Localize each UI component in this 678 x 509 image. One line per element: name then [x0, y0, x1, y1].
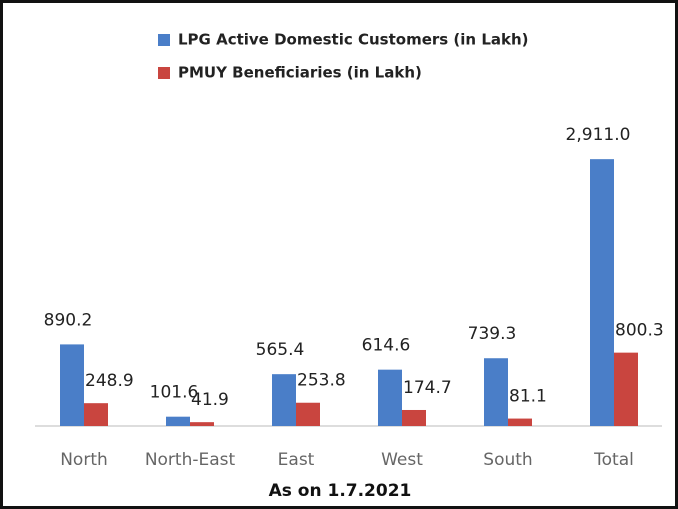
data-label: 614.6	[362, 336, 411, 356]
bar	[484, 358, 508, 426]
x-tick-label: West	[381, 450, 423, 470]
bar	[84, 403, 108, 426]
bar	[614, 352, 638, 426]
bar	[378, 369, 402, 426]
bar	[272, 374, 296, 426]
x-tick-label: North-East	[145, 450, 236, 470]
legend-label: PMUY Beneficiaries (in Lakh)	[178, 64, 422, 82]
legend-label: LPG Active Domestic Customers (in Lakh)	[178, 31, 529, 49]
bar	[166, 416, 190, 426]
data-label: 739.3	[468, 324, 517, 344]
data-label: 2,911.0	[566, 125, 631, 145]
x-tick-label: North	[60, 450, 108, 470]
data-label: 81.1	[509, 387, 547, 407]
bar	[590, 159, 614, 427]
bar	[190, 422, 214, 426]
x-tick-label: Total	[593, 450, 634, 470]
x-tick-label: East	[278, 450, 315, 470]
data-label: 248.9	[85, 371, 134, 391]
data-label: 253.8	[297, 371, 346, 391]
x-tick-label: South	[483, 450, 532, 470]
data-label: 101.6	[150, 383, 199, 403]
bar	[60, 344, 84, 426]
bar	[296, 402, 320, 426]
data-label: 565.4	[256, 340, 305, 360]
data-label: 41.9	[191, 390, 229, 410]
legend-swatch	[158, 34, 170, 46]
data-label: 800.3	[615, 321, 664, 341]
data-label: 174.7	[403, 378, 452, 398]
legend-swatch	[158, 67, 170, 79]
bar	[402, 409, 426, 426]
data-label: 890.2	[44, 310, 93, 330]
x-axis-label: As on 1.7.2021	[269, 481, 412, 501]
bar	[508, 418, 532, 426]
